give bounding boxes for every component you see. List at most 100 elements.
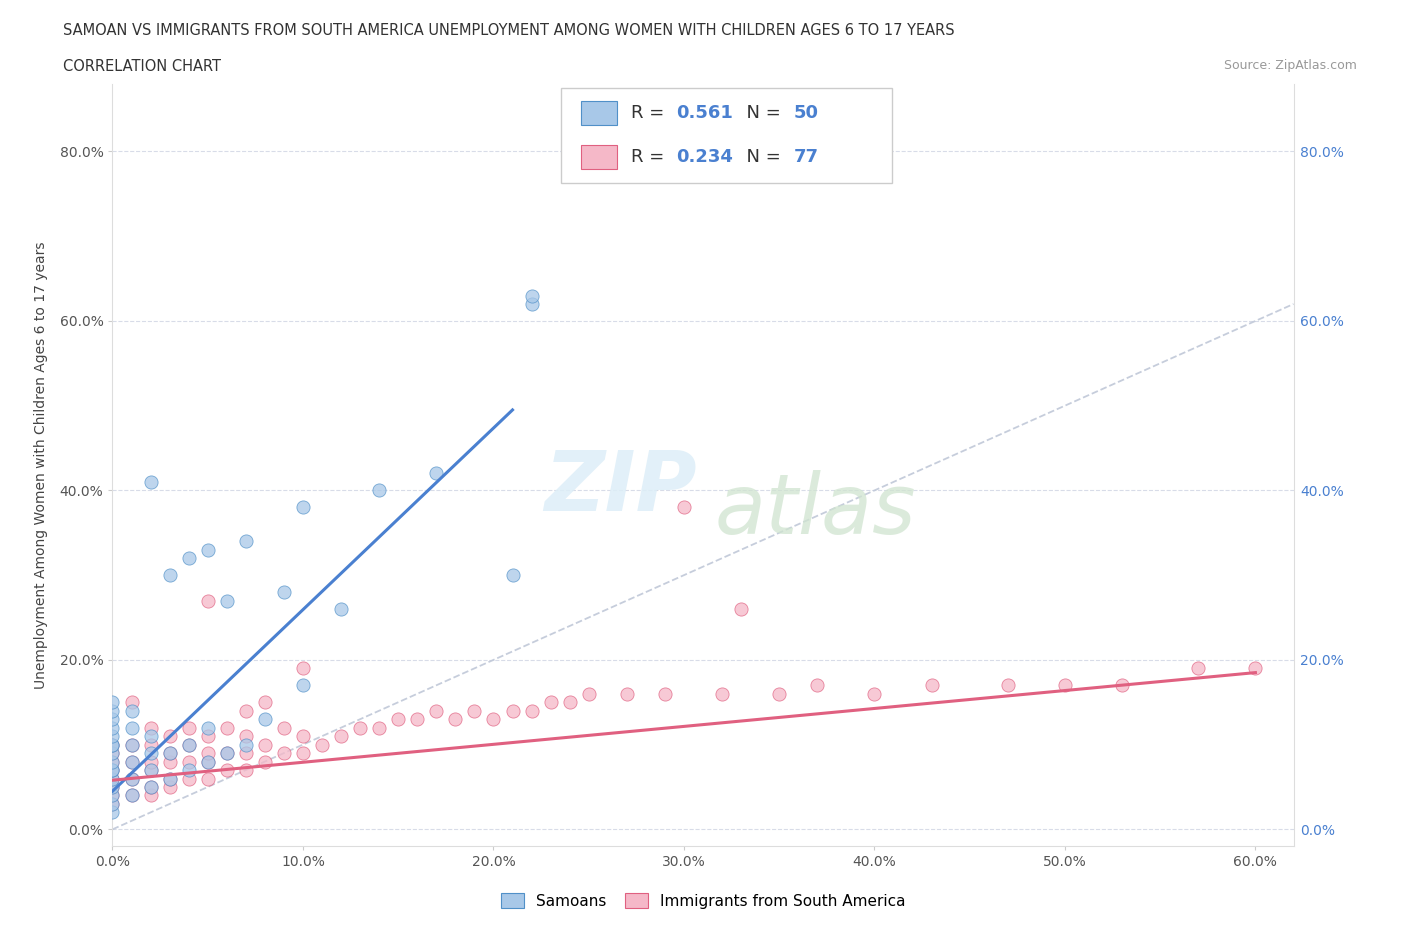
Text: Source: ZipAtlas.com: Source: ZipAtlas.com (1223, 59, 1357, 72)
Point (101, 771, 124, 786)
Point (368, 720, 391, 735)
Point (482, 711, 505, 726)
Legend: Samoans, Immigrants from South America: Samoans, Immigrants from South America (495, 887, 911, 915)
Point (235, 729, 257, 744)
Point (101, 737, 124, 752)
Point (121, 737, 143, 752)
Point (177, 754, 200, 769)
Point (672, 500, 695, 515)
Point (1111, 678, 1133, 693)
Point (215, 746, 238, 761)
Point (425, 703, 447, 718)
Point (197, 542, 219, 557)
Point (101, 746, 124, 761)
Point (253, 737, 276, 752)
Point (121, 703, 143, 718)
Point (101, 711, 124, 726)
Text: N =: N = (735, 104, 786, 122)
Point (387, 711, 409, 726)
Point (215, 593, 238, 608)
Point (921, 678, 943, 693)
Text: ZIP: ZIP (544, 447, 696, 528)
Point (215, 746, 238, 761)
Point (139, 729, 162, 744)
Point (139, 788, 162, 803)
FancyBboxPatch shape (561, 87, 891, 183)
Point (215, 763, 238, 777)
Point (520, 297, 543, 312)
Point (139, 779, 162, 794)
Point (139, 720, 162, 735)
Text: 0.234: 0.234 (676, 148, 733, 166)
Point (330, 602, 353, 617)
Bar (581, 101, 617, 126)
Text: CORRELATION CHART: CORRELATION CHART (63, 59, 221, 73)
Point (101, 754, 124, 769)
Point (253, 711, 276, 726)
Point (139, 779, 162, 794)
Point (121, 754, 143, 769)
Point (101, 763, 124, 777)
Point (997, 678, 1019, 693)
Point (768, 686, 790, 701)
Point (159, 754, 181, 769)
Point (101, 763, 124, 777)
Point (253, 754, 276, 769)
Point (139, 474, 162, 489)
Bar (581, 145, 617, 169)
Point (177, 737, 200, 752)
Point (101, 788, 124, 803)
Text: 50: 50 (794, 104, 818, 122)
Point (121, 788, 143, 803)
Point (616, 686, 638, 701)
Point (177, 737, 200, 752)
Point (197, 754, 219, 769)
Point (159, 779, 181, 794)
Point (291, 661, 314, 676)
Point (101, 720, 124, 735)
Point (253, 695, 276, 710)
Point (197, 746, 219, 761)
Point (121, 771, 143, 786)
Point (1244, 661, 1267, 676)
Point (235, 703, 257, 718)
Point (406, 711, 429, 726)
Point (139, 754, 162, 769)
Point (177, 720, 200, 735)
Text: SAMOAN VS IMMIGRANTS FROM SOUTH AMERICA UNEMPLOYMENT AMONG WOMEN WITH CHILDREN A: SAMOAN VS IMMIGRANTS FROM SOUTH AMERICA … (63, 23, 955, 38)
Text: 0.561: 0.561 (676, 104, 733, 122)
Point (235, 746, 257, 761)
Point (502, 703, 524, 718)
Point (139, 763, 162, 777)
Point (101, 796, 124, 811)
Point (121, 788, 143, 803)
Point (502, 567, 524, 582)
Point (520, 703, 543, 718)
Point (121, 720, 143, 735)
Point (139, 763, 162, 777)
Point (121, 737, 143, 752)
Point (235, 534, 257, 549)
Point (101, 805, 124, 820)
Point (121, 771, 143, 786)
Point (101, 796, 124, 811)
Point (139, 737, 162, 752)
Point (1187, 661, 1209, 676)
Point (197, 754, 219, 769)
Text: atlas: atlas (714, 471, 917, 551)
Point (101, 779, 124, 794)
Point (444, 711, 467, 726)
Point (273, 720, 295, 735)
Point (159, 746, 181, 761)
Point (291, 500, 314, 515)
Point (730, 602, 752, 617)
Point (215, 720, 238, 735)
Point (368, 483, 391, 498)
Point (291, 729, 314, 744)
Point (349, 720, 371, 735)
Point (711, 686, 734, 701)
Point (101, 754, 124, 769)
Point (101, 779, 124, 794)
Point (425, 466, 447, 481)
Point (177, 763, 200, 777)
